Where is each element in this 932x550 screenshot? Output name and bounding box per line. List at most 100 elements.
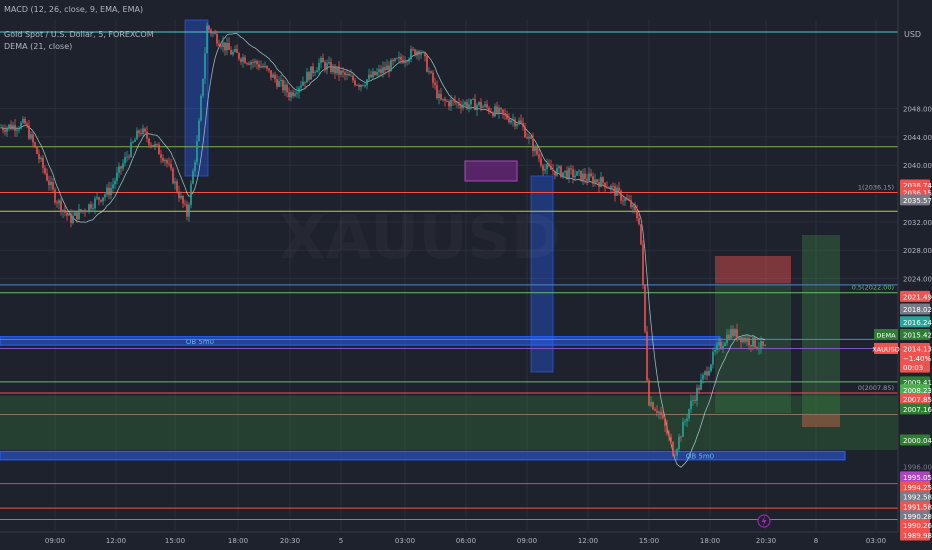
candle-body: [406, 61, 408, 63]
price-axis[interactable]: 2048.00 2044.00 2040.00 2032.00 2028.00 2024.…: [872, 0, 932, 550]
candle-body: [234, 49, 236, 52]
candle-body: [190, 183, 192, 205]
candle-body: [606, 187, 608, 189]
candle-body: [488, 107, 490, 112]
price-label: −1.40%: [903, 355, 931, 363]
price-label-badge: [900, 501, 930, 513]
candle-body: [688, 409, 690, 419]
candle-body: [216, 33, 218, 44]
candle-body: [508, 118, 510, 123]
candle-body: [596, 179, 598, 183]
candle-body: [584, 173, 586, 179]
candle-body: [612, 185, 614, 187]
candle-body: [478, 102, 480, 106]
candle-body: [156, 144, 158, 145]
candle-body: [248, 63, 250, 65]
candle-body: [48, 180, 50, 186]
candle-body: [530, 136, 532, 139]
candle-body: [80, 209, 82, 212]
candle-body: [454, 100, 456, 103]
long-position-profit-zone[interactable]: [802, 235, 840, 414]
candle-body: [576, 171, 578, 176]
price-label: 2018.02: [903, 306, 932, 314]
candle-body: [210, 29, 212, 34]
purple-box[interactable]: [464, 160, 518, 182]
candle-body: [342, 70, 344, 73]
candle-body: [496, 106, 498, 113]
candle-body: [600, 177, 602, 187]
price-label: 2016.24: [903, 319, 932, 327]
candle-body: [494, 106, 496, 117]
demand-zone[interactable]: [0, 395, 898, 450]
price-label-badge: [900, 491, 930, 503]
candle-body: [200, 95, 202, 121]
candle-body: [230, 50, 232, 55]
candle-body: [438, 93, 440, 99]
candle-body: [192, 171, 194, 184]
candle-body: [282, 79, 284, 91]
candle-body: [152, 145, 154, 147]
candle-body: [322, 57, 324, 63]
candle-body: [524, 126, 526, 138]
candle-body: [420, 52, 422, 55]
candle-body: [92, 208, 94, 210]
candle-body: [434, 82, 436, 86]
candle-body: [462, 104, 464, 108]
candle-body: [8, 124, 10, 128]
candle-body: [338, 66, 340, 75]
candle-body: [456, 102, 458, 104]
candle-body: [618, 187, 620, 191]
candle-body: [38, 153, 40, 160]
watermark: XAUUSD: [279, 203, 560, 273]
candle-body: [208, 25, 210, 30]
ob-zone-label: OB 5m0: [186, 338, 214, 346]
candle-body: [122, 163, 124, 169]
candle-body: [174, 181, 176, 184]
candle-body: [128, 156, 130, 158]
candle-body: [516, 124, 518, 127]
candle-body: [300, 85, 302, 88]
candle-body: [272, 74, 274, 78]
candle-body: [676, 449, 678, 456]
symbol-legend[interactable]: Gold Spot / U.S. Dollar, 5, FOREXCOM: [4, 30, 154, 39]
candle-body: [640, 224, 642, 245]
ob-zone-1[interactable]: [0, 450, 846, 461]
price-label: 2009.41: [903, 379, 932, 387]
candle-body: [346, 74, 348, 76]
candle-body: [302, 81, 304, 86]
candle-body: [396, 58, 398, 60]
candle-body: [514, 119, 516, 127]
highlight-box-2[interactable]: [530, 175, 554, 373]
price-label: 2036.15: [903, 189, 932, 197]
candle-body: [580, 170, 582, 181]
alert-icon[interactable]: [757, 514, 771, 528]
candle-body: [270, 70, 272, 78]
long-position-stop-zone[interactable]: [802, 414, 840, 427]
candle-body: [158, 144, 160, 155]
candle-body: [62, 209, 64, 212]
candle-body: [700, 379, 702, 390]
macd-legend[interactable]: MACD (12, 26, close, 9, EMA, EMA): [4, 5, 143, 14]
candle-body: [2, 127, 4, 131]
time-axis[interactable]: 09:00 12:00 15:00 18:00 20:30 5 03:00 06:00 09:0…: [0, 531, 898, 550]
candle-body: [120, 166, 122, 169]
price-label-badge: [900, 303, 930, 315]
candle-body: [674, 455, 676, 457]
short-position-stop-zone[interactable]: [715, 256, 791, 283]
dema-legend[interactable]: DEMA (21, close): [4, 42, 72, 51]
candle-body: [328, 61, 330, 64]
ob-zone-0[interactable]: [0, 336, 721, 346]
price-label-badge: [900, 519, 930, 531]
price-label: 00:03: [903, 364, 923, 372]
candle-body: [412, 49, 414, 50]
candle-body: [424, 52, 426, 57]
candle-body: [202, 78, 204, 96]
time-tick: 5: [339, 537, 343, 545]
candle-body: [678, 436, 680, 450]
candle-body: [492, 112, 494, 117]
candle-body: [728, 334, 730, 339]
price-tick: 2032.00: [903, 219, 932, 227]
candle-body: [388, 65, 390, 72]
candle-body: [686, 418, 688, 422]
